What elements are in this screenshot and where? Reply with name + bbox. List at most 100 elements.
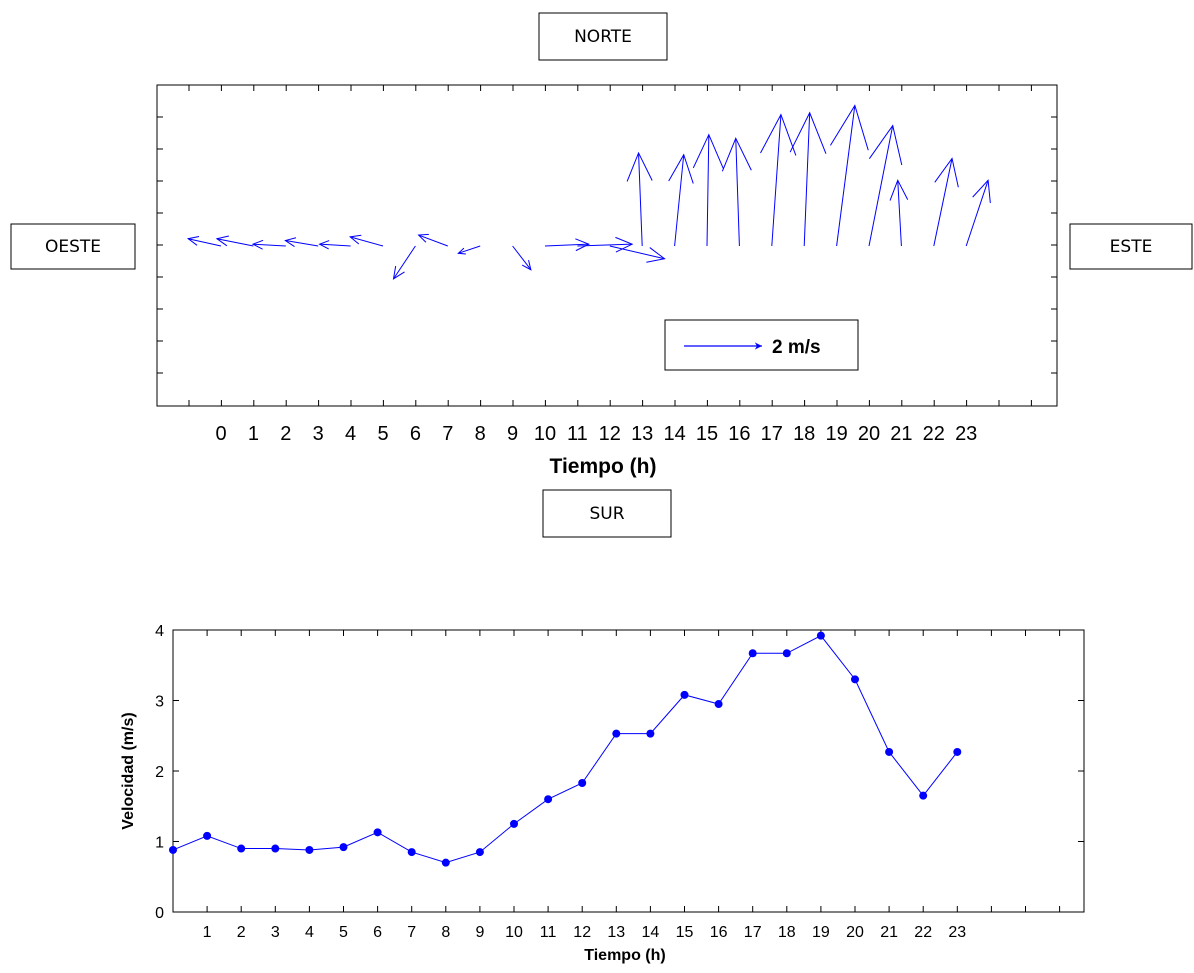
data-point xyxy=(544,795,553,804)
south-label: SUR xyxy=(589,504,624,524)
data-point xyxy=(203,831,212,840)
x-tick-label: 9 xyxy=(507,423,518,445)
x-tick-label: 14 xyxy=(663,423,685,445)
x-tick-label: 2 xyxy=(280,423,291,445)
legend-label: 2 m/s xyxy=(772,337,821,358)
x-tick-label: 19 xyxy=(825,423,847,445)
north-label: NORTE xyxy=(574,27,632,47)
wind-arrow xyxy=(512,245,532,271)
line-frame-ticks xyxy=(173,630,1084,912)
data-point xyxy=(475,848,484,857)
x-tick-label: 22 xyxy=(923,423,945,445)
x-tick-label: 19 xyxy=(812,924,830,941)
y-tick-label: 2 xyxy=(155,764,164,781)
y-tick-label: 0 xyxy=(155,905,164,922)
x-tick-label: 17 xyxy=(761,423,783,445)
data-point xyxy=(578,778,587,787)
y-tick-label: 4 xyxy=(155,623,164,640)
x-tick-label: 8 xyxy=(441,924,450,941)
x-tick-label: 3 xyxy=(271,924,280,941)
x-tick-label: 20 xyxy=(846,924,864,941)
wind-arrow xyxy=(544,238,591,252)
x-tick-label: 4 xyxy=(305,924,314,941)
data-point xyxy=(169,845,177,854)
x-tick-label: 17 xyxy=(744,924,762,941)
data-point xyxy=(782,649,791,658)
wind-arrow xyxy=(348,234,384,247)
x-tick-label: 1 xyxy=(248,423,259,445)
wind-arrow xyxy=(868,124,903,247)
data-point xyxy=(953,747,962,756)
x-tick-label: 21 xyxy=(890,423,912,445)
wind-arrow xyxy=(692,133,724,247)
x-tick-label: 10 xyxy=(505,924,523,941)
wind-arrow xyxy=(626,151,653,247)
data-point xyxy=(305,845,314,854)
speed-line xyxy=(172,635,958,864)
east-label-box: ESTE xyxy=(1069,223,1193,270)
x-tick-label: 11 xyxy=(540,924,557,941)
line-plot-frame xyxy=(172,629,1085,913)
quiver-x-axis-label: Tiempo (h) xyxy=(550,455,657,478)
data-point xyxy=(851,675,859,684)
y-tick-label: 1 xyxy=(155,835,164,852)
speed-series xyxy=(169,631,962,867)
x-tick-label: 13 xyxy=(631,423,653,445)
x-tick-label: 15 xyxy=(696,423,718,445)
x-tick-label: 3 xyxy=(313,423,324,445)
x-tick-label: 16 xyxy=(710,924,728,941)
x-tick-label: 4 xyxy=(345,423,356,445)
data-point xyxy=(271,844,280,853)
wind-arrow xyxy=(830,104,869,247)
wind-arrow xyxy=(721,137,752,247)
quiver-scale-legend: 2 m/s xyxy=(664,319,859,371)
data-point xyxy=(748,649,757,658)
data-point xyxy=(885,747,894,756)
x-tick-label: 22 xyxy=(914,924,932,941)
wind-arrow xyxy=(965,179,991,247)
data-point xyxy=(816,631,825,640)
wind-arrow xyxy=(392,245,416,280)
x-tick-label: 23 xyxy=(948,924,966,941)
data-point xyxy=(714,700,723,709)
line-x-tick-labels: 1 2 3 4 5 6 7 8 9 10 11 12 13 14 15 16 17 18 19 20 21 22 23 xyxy=(203,924,967,941)
data-point xyxy=(407,848,416,857)
x-tick-label: 5 xyxy=(339,924,348,941)
quiver-x-tick-labels: 0 1 2 3 4 5 6 7 8 9 10 11 12 13 14 15 16 17 18 19 20 21 22 23 xyxy=(215,423,977,445)
y-tick-label: 3 xyxy=(155,694,164,711)
wind-arrow xyxy=(577,236,634,253)
data-point xyxy=(919,791,928,800)
west-label: OESTE xyxy=(45,237,101,257)
line-y-tick-labels: 0 1 2 3 4 xyxy=(155,623,164,922)
wind-arrow xyxy=(933,157,959,247)
wind-arrow xyxy=(215,235,254,247)
wind-arrow xyxy=(457,245,481,255)
data-point xyxy=(237,844,246,853)
wind-arrow xyxy=(251,239,286,250)
data-point xyxy=(339,843,348,852)
data-point xyxy=(646,729,655,738)
x-tick-label: 9 xyxy=(475,924,484,941)
x-tick-label: 1 xyxy=(203,924,212,941)
x-tick-label: 13 xyxy=(607,924,625,941)
x-tick-label: 23 xyxy=(955,423,977,445)
quiver-frame-ticks xyxy=(157,85,1057,406)
west-label-box: OESTE xyxy=(10,223,136,270)
east-label: ESTE xyxy=(1110,237,1153,257)
quiver-arrows xyxy=(186,104,991,280)
x-tick-label: 6 xyxy=(373,924,382,941)
x-tick-label: 12 xyxy=(599,423,621,445)
wind-arrow xyxy=(668,153,694,247)
wind-arrow xyxy=(186,235,222,247)
x-tick-label: 8 xyxy=(475,423,486,445)
x-tick-label: 20 xyxy=(858,423,880,445)
quiver-plot: 0 1 2 3 4 5 6 7 8 9 10 11 12 13 14 15 16 17 18 19 20 21 22 23 T… xyxy=(156,84,1058,478)
north-label-box: NORTE xyxy=(538,12,668,61)
wind-arrow xyxy=(609,245,666,263)
x-tick-label: 14 xyxy=(642,924,660,941)
x-tick-label: 18 xyxy=(778,924,796,941)
south-label-box: SUR xyxy=(542,489,672,538)
x-tick-label: 7 xyxy=(442,423,453,445)
